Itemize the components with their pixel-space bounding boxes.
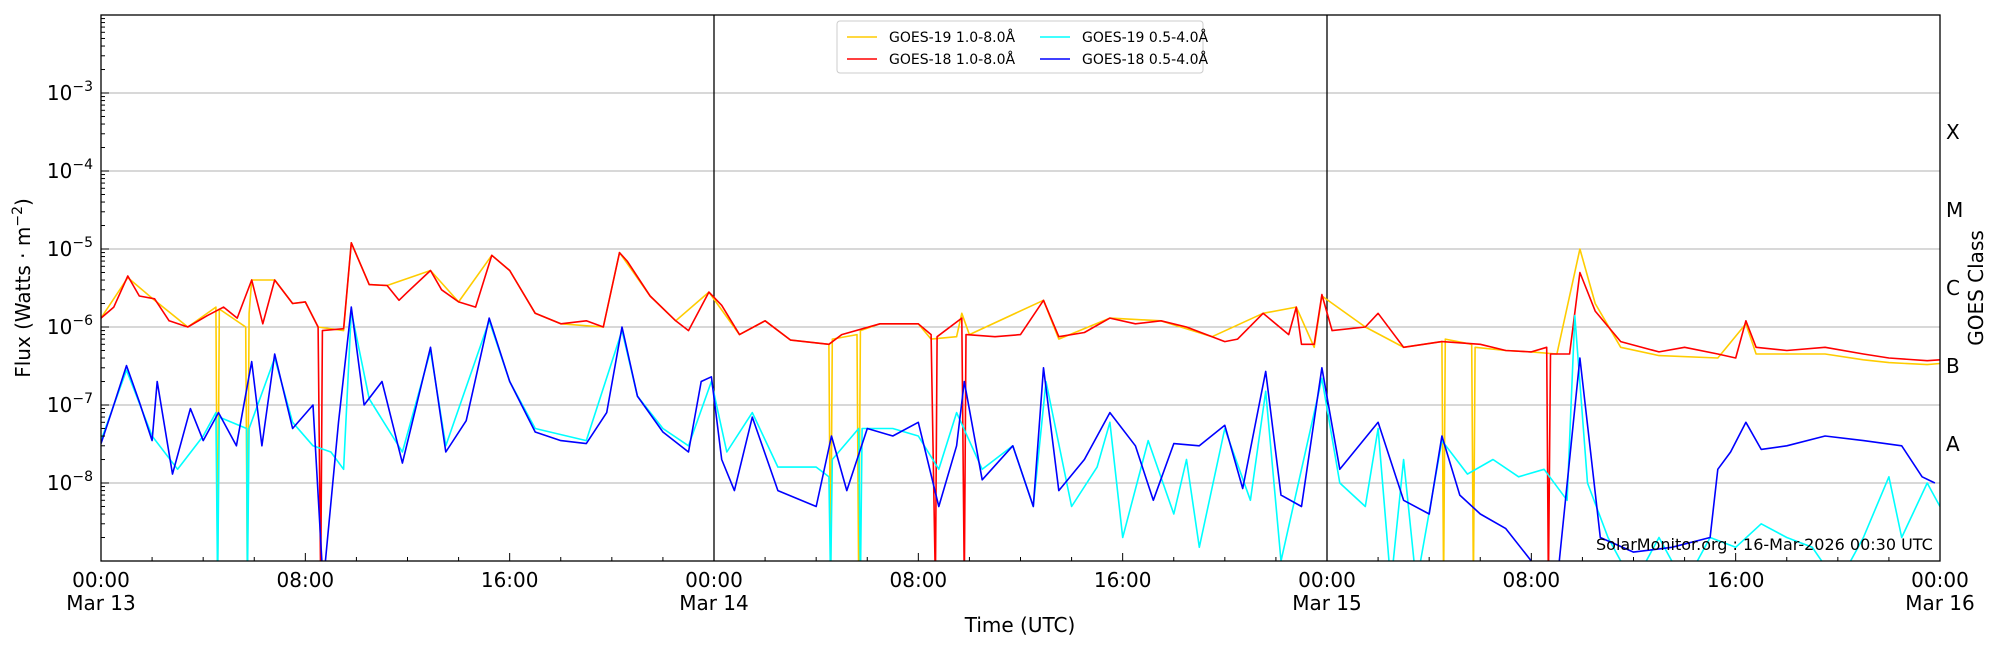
x-tick-time-label: 00:00 xyxy=(685,568,743,592)
series-line-goes-18-0-5-4-0- xyxy=(101,306,1936,561)
y-tick-label: 10−5 xyxy=(47,235,93,261)
goes-class-label: A xyxy=(1946,432,1960,456)
legend-label: GOES-19 0.5-4.0Å xyxy=(1082,29,1208,46)
x-tick-time-label: 00:00 xyxy=(72,568,130,592)
series-line-goes-18-1-0-8-0- xyxy=(101,242,1940,561)
x-axis-label: Time (UTC) xyxy=(964,613,1076,637)
y-tick-label: 10−6 xyxy=(47,313,93,339)
series-line-goes-19-1-0-8-0- xyxy=(101,242,1940,561)
y-tick-labels: 10−3 10−4 10−5 10−6 10−7 10−8 xyxy=(47,79,93,495)
y-tick-label: 10−7 xyxy=(47,391,93,417)
x-tick-time-label: 00:00 xyxy=(1911,568,1969,592)
x-tick-time-label: 08:00 xyxy=(1503,568,1561,592)
x-tick-time-label: 16:00 xyxy=(481,568,539,592)
x-tick-date-label: Mar 14 xyxy=(679,591,749,615)
legend-label: GOES-18 0.5-4.0Å xyxy=(1082,51,1208,68)
x-tick-time-label: 00:00 xyxy=(1298,568,1356,592)
x-tick-time-label: 08:00 xyxy=(277,568,335,592)
goes-class-label: C xyxy=(1946,276,1960,300)
source-annotation: SolarMonitor.org : 16-Mar-2026 00:30 UTC xyxy=(1596,535,1933,554)
axis-ticks xyxy=(100,18,1941,561)
goes-class-label: X xyxy=(1946,120,1960,144)
y-tick-label: 10−8 xyxy=(47,469,93,495)
goes-class-label: M xyxy=(1946,198,1963,222)
x-tick-time-label: 08:00 xyxy=(890,568,948,592)
y-tick-label: 10−4 xyxy=(47,157,93,183)
day-separator-lines xyxy=(713,15,1328,561)
y-tick-label: 10−3 xyxy=(47,79,93,105)
x-tick-date-label: Mar 15 xyxy=(1292,591,1362,615)
x-tick-time-label: 16:00 xyxy=(1707,568,1765,592)
plot-frame xyxy=(100,14,1941,562)
right-axis-label: GOES Class xyxy=(1964,230,1988,346)
goes-class-label: B xyxy=(1946,354,1960,378)
y-axis-label: Flux (Watts · m−2) xyxy=(10,198,35,378)
legend: GOES-19 1.0-8.0Å GOES-19 0.5-4.0Å GOES-18 … xyxy=(836,20,1208,74)
x-tick-date-label: Mar 16 xyxy=(1905,591,1975,615)
x-tick-time-label: 16:00 xyxy=(1094,568,1152,592)
series-group xyxy=(101,242,1940,561)
x-tick-date-label: Mar 13 xyxy=(66,591,136,615)
goes-class-labels: X M C B A xyxy=(1946,120,1963,456)
legend-label: GOES-18 1.0-8.0Å xyxy=(889,51,1015,68)
grid-lines xyxy=(101,92,1940,484)
legend-label: GOES-19 1.0-8.0Å xyxy=(889,29,1015,46)
